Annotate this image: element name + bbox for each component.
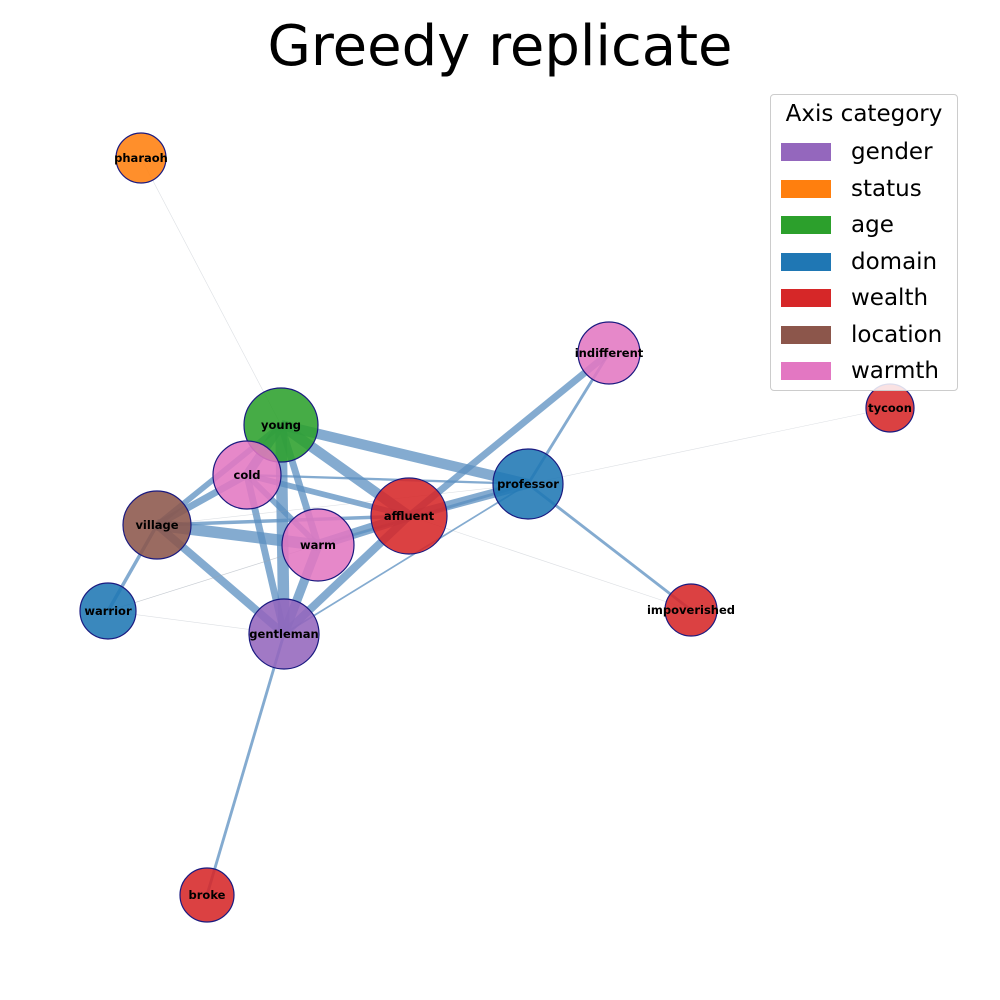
edge-cold-professor xyxy=(246,473,529,486)
node-circle-pharaoh xyxy=(115,132,167,184)
legend-swatch-location xyxy=(781,325,831,344)
edge-warrior-affluent xyxy=(107,515,410,612)
node-label-indifferent: indifferent xyxy=(575,346,644,360)
legend-swatch-warmth xyxy=(781,362,831,380)
node-label-professor: professor xyxy=(497,477,559,491)
node-warm: warm xyxy=(281,508,355,582)
legend-entry-gender: gender xyxy=(781,137,956,167)
legend-title: Axis category xyxy=(785,101,943,127)
node-circle-warm xyxy=(281,508,355,582)
legend-swatch-domain xyxy=(781,252,831,271)
node-label-pharaoh: pharaoh xyxy=(114,151,168,165)
edge-affluent-indifferent xyxy=(406,350,612,519)
legend-entry-age: age xyxy=(781,210,956,240)
node-label-warrior: warrior xyxy=(84,604,132,618)
legend-swatch-gender xyxy=(781,143,831,161)
node-impoverished: impoverished xyxy=(647,583,735,637)
edge-warrior-warm xyxy=(107,544,319,612)
legend: Axis category gender status age domain wealt… xyxy=(770,94,958,391)
legend-label-domain: domain xyxy=(851,248,938,275)
legend-label-status: status xyxy=(851,175,922,202)
node-cold: cold xyxy=(212,440,282,510)
node-professor: professor xyxy=(492,448,564,520)
node-circle-cold xyxy=(212,440,282,510)
node-gentleman: gentleman xyxy=(248,598,320,670)
legend-swatch-status xyxy=(781,179,831,198)
node-label-impoverished: impoverished xyxy=(647,603,735,617)
node-label-affluent: affluent xyxy=(384,509,435,523)
legend-swatch-wealth xyxy=(781,289,831,307)
edge-young-pharaoh xyxy=(140,157,282,426)
node-label-tycoon: tycoon xyxy=(868,401,912,415)
edge-gentleman-broke xyxy=(205,633,286,896)
node-circle-broke xyxy=(179,867,235,923)
edge-young-professor xyxy=(279,419,530,490)
node-tycoon: tycoon xyxy=(865,383,915,433)
legend-label-age: age xyxy=(851,212,894,238)
node-label-cold: cold xyxy=(234,468,261,482)
node-circle-village xyxy=(122,490,192,560)
node-pharaoh: pharaoh xyxy=(114,132,168,184)
legend-label-warmth: warmth xyxy=(851,358,939,384)
node-warrior: warrior xyxy=(79,582,137,640)
node-broke: broke xyxy=(179,867,235,923)
node-label-young: young xyxy=(261,418,301,432)
edge-village-professor xyxy=(156,483,529,526)
legend-entry-domain: domain xyxy=(781,247,956,277)
node-affluent: affluent xyxy=(370,477,448,555)
node-label-gentleman: gentleman xyxy=(249,627,318,641)
node-circle-affluent xyxy=(370,477,448,555)
node-circle-young xyxy=(243,387,319,463)
node-circle-gentleman xyxy=(248,598,320,670)
legend-entry-wealth: wealth xyxy=(781,283,956,313)
legend-swatch-age xyxy=(781,216,831,234)
node-circle-warrior xyxy=(79,582,137,640)
legend-entry-warmth: warmth xyxy=(781,356,956,386)
node-circle-professor xyxy=(492,448,564,520)
node-circle-impoverished xyxy=(664,583,718,637)
node-young: young xyxy=(243,387,319,463)
legend-label-gender: gender xyxy=(851,139,933,165)
legend-label-wealth: wealth xyxy=(851,285,929,311)
node-label-village: village xyxy=(135,518,178,532)
edge-village-affluent xyxy=(156,514,410,527)
nodes-layer: pharaoh indifferent tycoon young cold profess… xyxy=(79,132,915,923)
node-label-broke: broke xyxy=(189,888,226,902)
edge-affluent-impoverished xyxy=(408,515,692,611)
chart-title: Greedy replicate xyxy=(267,14,733,79)
legend-entry-status: status xyxy=(781,174,956,204)
edge-professor-tycoon xyxy=(527,407,891,485)
legend-entry-location: location xyxy=(781,320,956,350)
node-indifferent: indifferent xyxy=(575,321,644,385)
edge-professor-gentleman xyxy=(283,483,529,635)
node-circle-indifferent xyxy=(577,321,641,385)
node-village: village xyxy=(122,490,192,560)
node-label-warm: warm xyxy=(300,538,336,552)
legend-label-location: location xyxy=(851,321,943,348)
